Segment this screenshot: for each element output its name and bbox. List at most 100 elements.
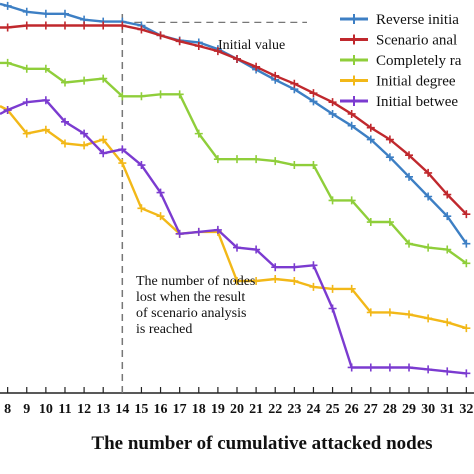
x-tick-label: 22 — [268, 402, 282, 417]
data-point — [3, 58, 12, 67]
data-point — [328, 109, 337, 118]
x-tick-labels: 8 9 10 11 12 13 14 15 16 17 18 19 20 21 22 23 24 25 26 27 28… — [4, 402, 473, 417]
x-axis-label: The number of cumulative attacked nodes — [91, 433, 432, 454]
data-point — [347, 121, 356, 130]
x-tick-label: 16 — [154, 402, 168, 417]
data-point — [60, 117, 69, 126]
data-point — [385, 218, 394, 227]
data-point — [60, 9, 69, 18]
legend-label: Initial degree — [376, 74, 456, 90]
data-point — [137, 25, 146, 34]
data-point — [118, 159, 127, 168]
data-point — [347, 196, 356, 205]
series-line — [0, 98, 467, 375]
data-point — [290, 276, 299, 285]
x-tick-label: 20 — [230, 402, 244, 417]
data-point — [118, 21, 127, 30]
x-tick-label: 29 — [402, 402, 416, 417]
data-point — [309, 282, 318, 291]
series-1 — [0, 21, 471, 219]
data-point — [309, 97, 318, 106]
data-point — [22, 64, 31, 73]
data-point — [405, 172, 414, 181]
data-point — [328, 284, 337, 293]
x-tick-label: 15 — [134, 402, 148, 417]
data-point — [99, 74, 108, 83]
data-point — [22, 7, 31, 16]
data-point — [175, 229, 184, 238]
legend-label: Scenario anal — [376, 33, 457, 49]
data-point — [118, 145, 127, 154]
data-point — [156, 31, 165, 40]
data-point — [3, 1, 12, 10]
data-point — [366, 123, 375, 132]
data-point — [385, 153, 394, 162]
data-point — [405, 363, 414, 372]
data-point — [405, 239, 414, 248]
data-point — [366, 308, 375, 317]
data-point — [137, 161, 146, 170]
x-tick-label: 30 — [421, 402, 435, 417]
x-tick-label: 27 — [364, 402, 378, 417]
data-point — [252, 155, 261, 164]
data-point — [405, 310, 414, 319]
data-point — [41, 9, 50, 18]
data-point — [22, 21, 31, 30]
data-point — [41, 21, 50, 30]
data-point — [290, 79, 299, 88]
x-tick-label: 18 — [192, 402, 206, 417]
legend-label: Initial betwee — [376, 94, 458, 110]
data-point — [80, 129, 89, 138]
series-layer — [0, 1, 471, 378]
data-point — [271, 275, 280, 284]
data-point — [366, 135, 375, 144]
x-tick-label: 23 — [287, 402, 301, 417]
x-tick-label: 9 — [23, 402, 30, 417]
data-point — [194, 227, 203, 236]
legend: Reverse initia Scenario anal Completely ra… — [340, 12, 462, 110]
data-point — [366, 218, 375, 227]
x-tick-label: 19 — [211, 402, 225, 417]
data-point — [424, 314, 433, 323]
data-point — [175, 37, 184, 46]
series-2 — [0, 58, 471, 268]
data-point — [213, 225, 222, 234]
data-point — [443, 318, 452, 327]
data-point — [462, 239, 471, 248]
x-tick-label: 13 — [96, 402, 110, 417]
data-point — [41, 64, 50, 73]
x-tick-label: 21 — [249, 402, 263, 417]
x-tick-label: 12 — [77, 402, 91, 417]
x-tick-label: 24 — [306, 402, 320, 417]
data-point — [443, 212, 452, 221]
data-point — [60, 78, 69, 87]
data-point — [347, 109, 356, 118]
data-point — [347, 284, 356, 293]
data-point — [424, 243, 433, 252]
data-point — [385, 308, 394, 317]
data-point — [22, 98, 31, 107]
data-point — [80, 21, 89, 30]
data-point — [60, 139, 69, 148]
x-tick-label: 10 — [39, 402, 53, 417]
data-point — [233, 276, 241, 285]
data-point — [462, 369, 471, 378]
data-point — [328, 196, 337, 205]
x-tick-label: 8 — [4, 402, 11, 417]
data-point — [137, 204, 146, 213]
data-point — [99, 135, 108, 144]
data-point — [443, 245, 452, 254]
data-point — [271, 157, 280, 166]
data-point — [328, 98, 337, 107]
data-point — [385, 135, 394, 144]
x-tick-label: 31 — [440, 402, 454, 417]
data-point — [347, 363, 356, 372]
data-point — [3, 106, 12, 115]
data-point — [385, 363, 394, 372]
data-point — [309, 89, 318, 98]
data-point — [233, 54, 241, 63]
data-point — [443, 190, 452, 199]
x-ticks — [7, 387, 467, 393]
data-point — [290, 161, 299, 170]
